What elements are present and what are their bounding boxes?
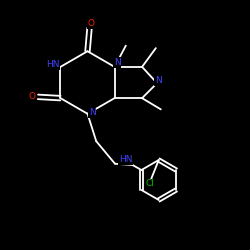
Text: HN: HN bbox=[46, 60, 60, 69]
Text: N: N bbox=[155, 76, 162, 85]
Text: N: N bbox=[114, 58, 120, 67]
Text: O: O bbox=[87, 19, 94, 28]
Text: Cl: Cl bbox=[146, 179, 154, 188]
Text: O: O bbox=[29, 92, 36, 102]
Text: N: N bbox=[88, 108, 96, 117]
Text: HN: HN bbox=[119, 156, 132, 164]
